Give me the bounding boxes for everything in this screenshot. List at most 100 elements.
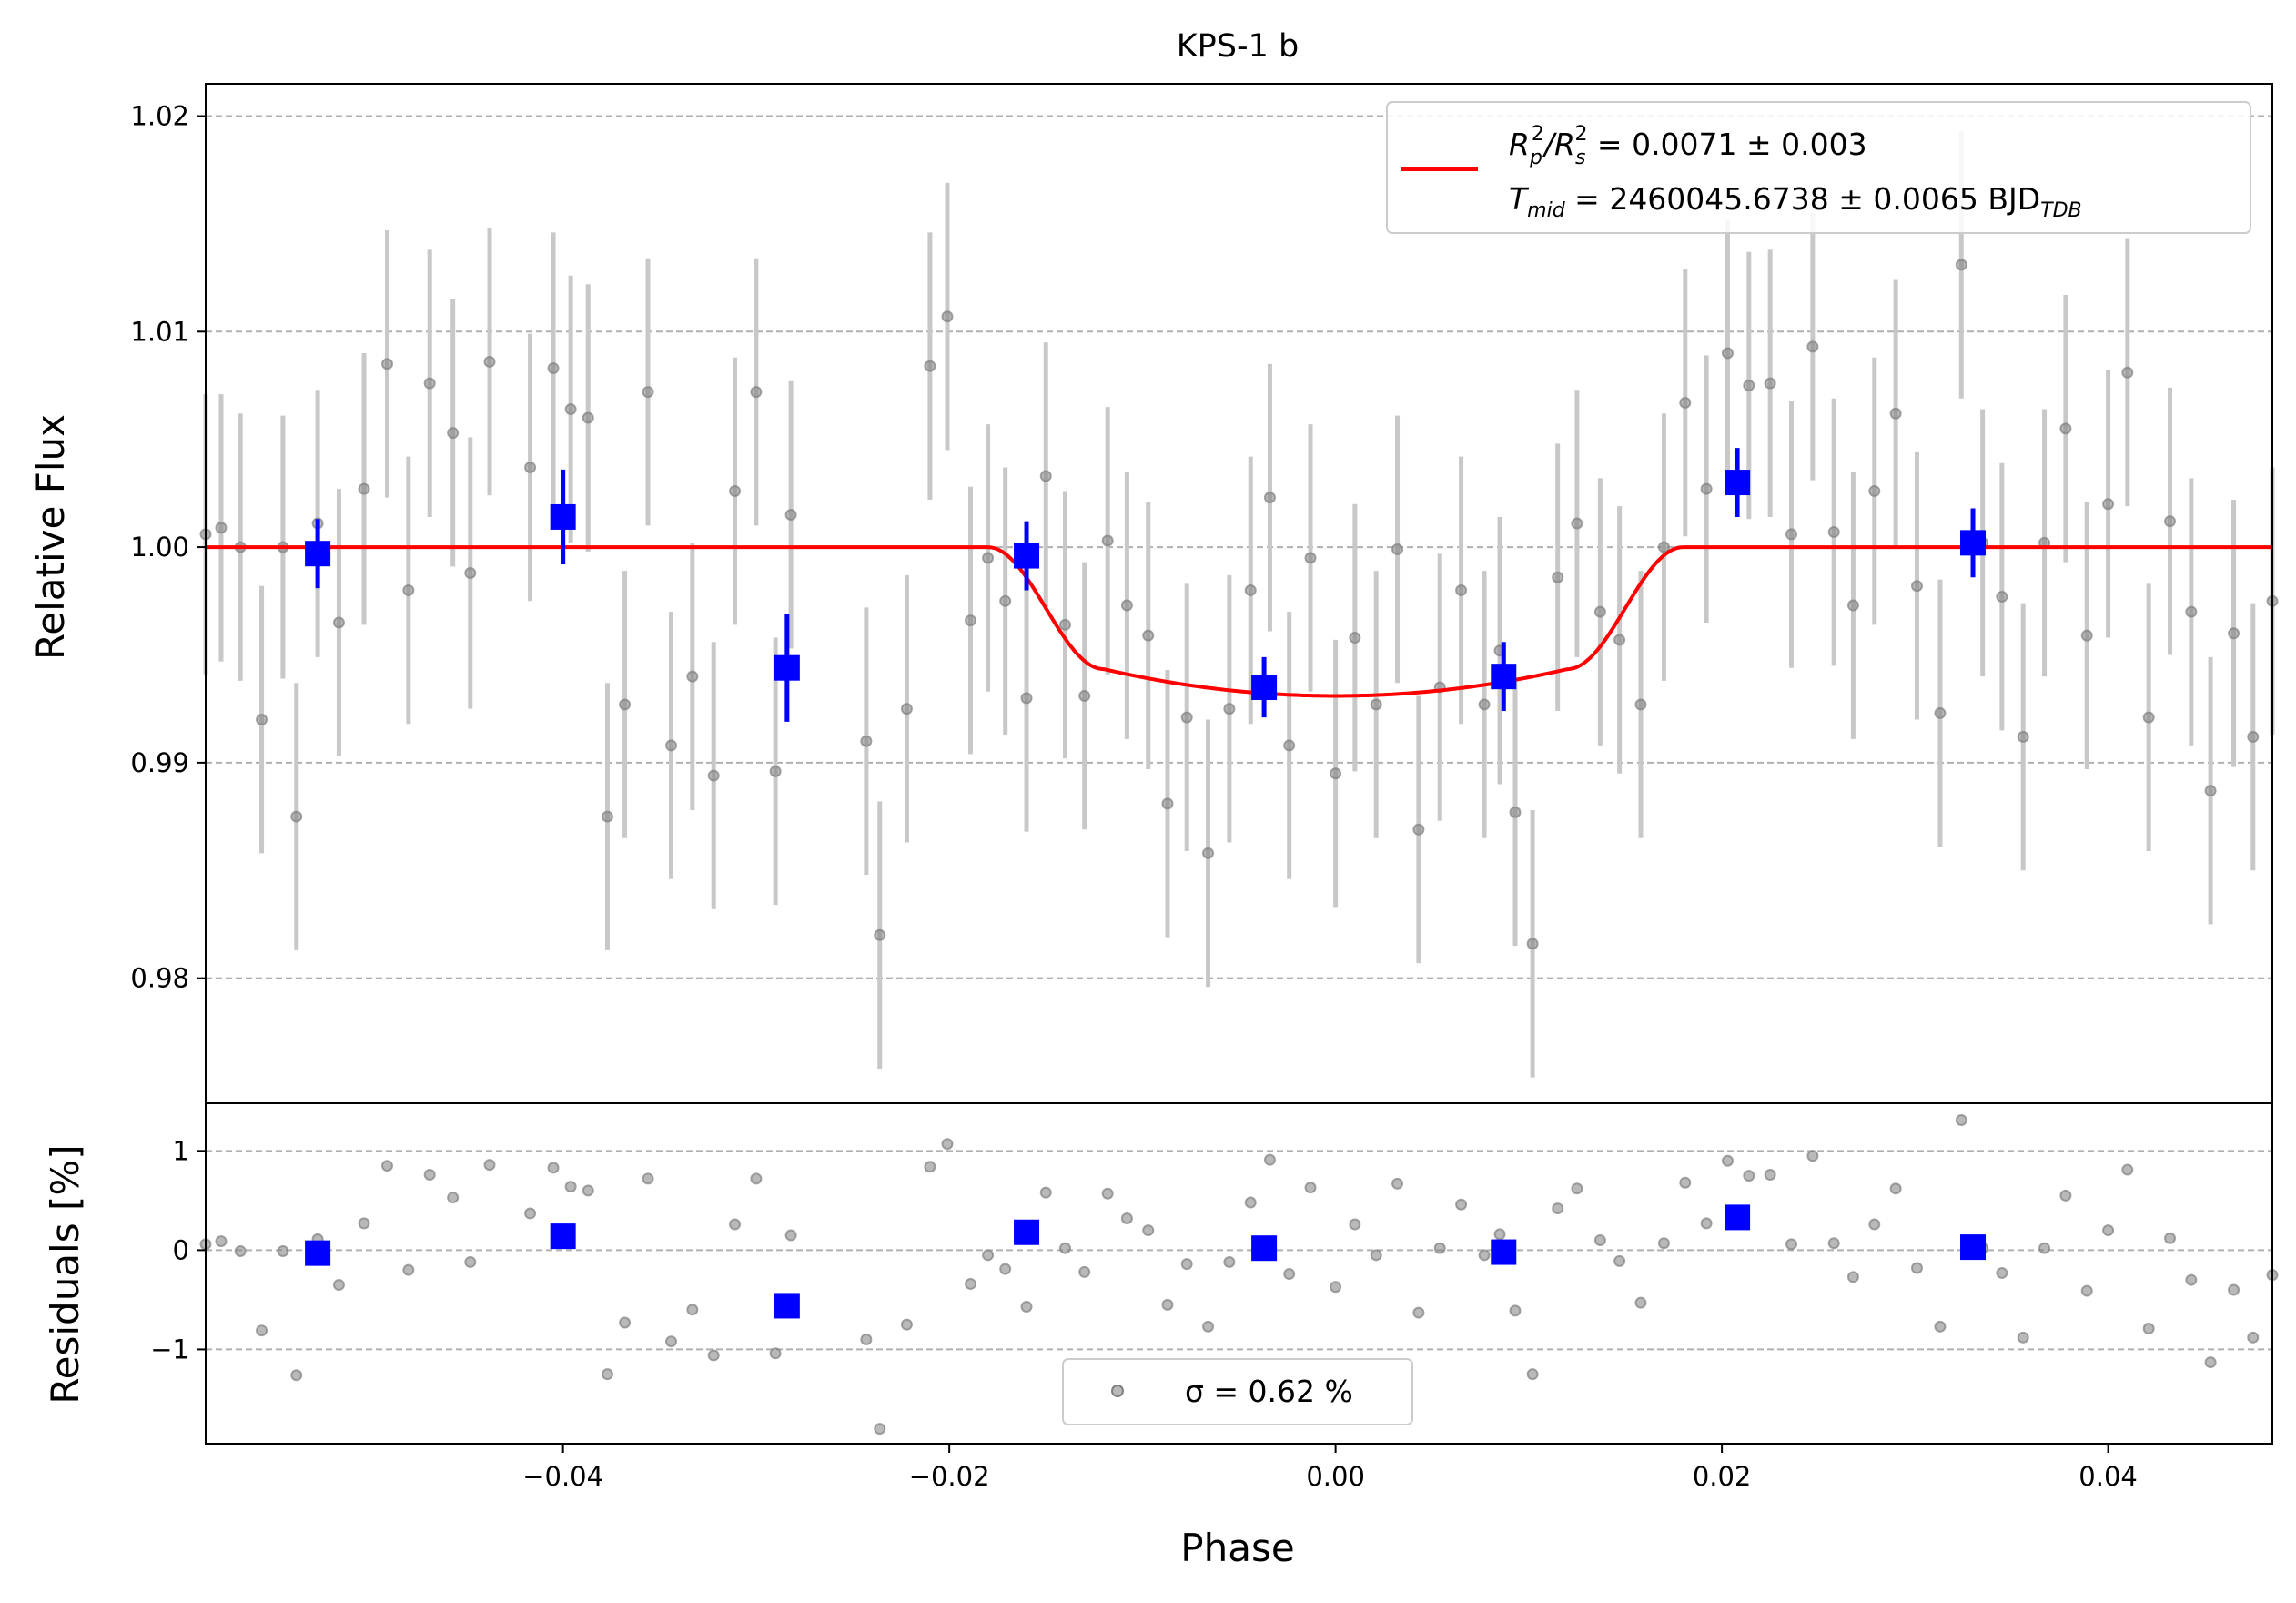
phase-x-tick-label: 0.02 (1693, 1461, 1752, 1492)
flux-legend-box (1386, 101, 2251, 234)
residual-data-point (686, 1304, 699, 1316)
residual-data-point (2102, 1224, 2115, 1237)
flux-data-point (1679, 396, 1692, 409)
flux-panel: 0.980.991.001.011.02 Relative Flux Rp2/R… (28, 83, 2279, 1104)
flux-data-point (2059, 422, 2072, 435)
flux-data-point (2204, 785, 2217, 797)
residual-data-point (1785, 1238, 1798, 1251)
flux-data-point (1263, 492, 1276, 504)
flux-data-point (381, 358, 394, 370)
residual-data-point (619, 1316, 632, 1329)
flux-data-point (1078, 689, 1091, 702)
residual-data-point (1455, 1198, 1468, 1211)
flux-data-point (1552, 571, 1564, 583)
flux-data-point (215, 522, 228, 534)
residual-data-point (860, 1334, 873, 1346)
residual-data-point (1721, 1154, 1734, 1167)
residual-data-point (982, 1249, 995, 1262)
residual-data-point (784, 1229, 797, 1242)
flux-y-tick-label: 0.98 (130, 963, 189, 994)
residual-data-point (1846, 1271, 1859, 1283)
flux-data-point (1455, 583, 1468, 596)
residual-data-point (402, 1263, 415, 1276)
residual-data-point (215, 1235, 228, 1248)
residual-data-point (900, 1318, 913, 1331)
flux-data-point (256, 714, 268, 726)
legend-rs-sup: 2 (1574, 123, 1587, 146)
flux-legend: Rp2/Rs2 = 0.0071 ± 0.003 Tmid = 2460045.… (1386, 101, 2251, 234)
residual-data-point (665, 1335, 678, 1348)
phase-x-tick-label: −0.04 (522, 1461, 603, 1492)
flux-data-point (1593, 605, 1606, 618)
legend-depth-entry: Rp2/Rs2 = 0.0071 ± 0.003 (1509, 123, 1867, 169)
residual-binned-point (1251, 1235, 1278, 1262)
flux-data-point (924, 360, 936, 372)
legend-tmid-value: = 2460045.6738 ± 0.0065 BJD (1565, 181, 2040, 217)
residual-binned-point (550, 1223, 576, 1250)
legend-tdb-sub: TDB (2040, 199, 2081, 222)
residual-data-point (1101, 1187, 1114, 1200)
flux-data-point (1330, 767, 1342, 780)
phase-x-axis-label: Phase (1180, 1526, 1294, 1570)
residual-data-point (1244, 1196, 1257, 1209)
flux-data-point (1039, 470, 1052, 482)
residual-data-point (2017, 1331, 2029, 1344)
flux-data-point (1613, 634, 1626, 646)
flux-data-point (1161, 797, 1174, 810)
residual-data-point (1263, 1153, 1276, 1166)
flux-data-point (686, 670, 699, 683)
residual-data-point (1700, 1217, 1713, 1230)
residual-data-point (1330, 1281, 1342, 1294)
flux-binned-point (774, 654, 800, 681)
residual-data-point (547, 1162, 560, 1174)
flux-binned-points (305, 448, 1987, 722)
residual-data-point (483, 1159, 496, 1172)
flux-data-point (1058, 618, 1071, 631)
residuals-y-tick-label: 1 (173, 1135, 189, 1166)
flux-data-point (547, 362, 560, 375)
flux-data-point (1910, 580, 1923, 593)
residual-data-point (256, 1324, 268, 1337)
flux-data-point (1806, 340, 1819, 353)
residual-data-point (1120, 1212, 1133, 1224)
residuals-legend-box (1062, 1358, 1413, 1425)
residual-data-point (707, 1349, 720, 1362)
flux-data-point (332, 616, 345, 629)
flux-data-point (524, 461, 537, 473)
residual-data-point (924, 1161, 936, 1173)
flux-data-point (2247, 730, 2260, 743)
residual-data-point (1827, 1237, 1840, 1250)
residuals-binned-points (305, 1204, 1987, 1319)
residuals-legend: σ = 0.62 % (1062, 1358, 1413, 1425)
flux-data-point (423, 377, 436, 390)
flux-data-point (447, 427, 460, 440)
residual-data-point (1889, 1182, 1902, 1195)
flux-data-point (1478, 698, 1491, 711)
flux-data-point (900, 703, 913, 715)
phase-x-tick-label: −0.02 (909, 1461, 990, 1492)
residual-data-point (1020, 1301, 1033, 1314)
flux-data-point (564, 403, 577, 416)
residual-data-point (1868, 1218, 1881, 1231)
residual-data-point (1743, 1170, 1755, 1182)
flux-data-point (1743, 380, 1755, 392)
residual-data-point (1058, 1242, 1071, 1254)
residual-data-point (1955, 1114, 1967, 1127)
flux-data-point (1412, 823, 1425, 836)
flux-data-point (964, 614, 976, 627)
flux-data-point (1020, 692, 1033, 705)
residuals-panel: −1 0 1 −0.04 −0.02 0.00 0.02 0.04 Residuals [%… (43, 1102, 2279, 1570)
residual-data-point (358, 1217, 370, 1230)
flux-data-point (1509, 806, 1522, 818)
residual-data-point (2228, 1283, 2240, 1296)
flux-data-point (1223, 703, 1236, 715)
flux-data-point (601, 810, 613, 823)
flux-data-point (1120, 599, 1133, 612)
residual-data-point (1679, 1176, 1692, 1189)
residual-data-point (1142, 1224, 1155, 1237)
flux-y-axis-label: Relative Flux (28, 414, 73, 660)
residual-data-point (2164, 1232, 2177, 1244)
flux-data-point (750, 386, 763, 399)
flux-data-point (1349, 632, 1361, 644)
residual-binned-point (1960, 1234, 1987, 1261)
